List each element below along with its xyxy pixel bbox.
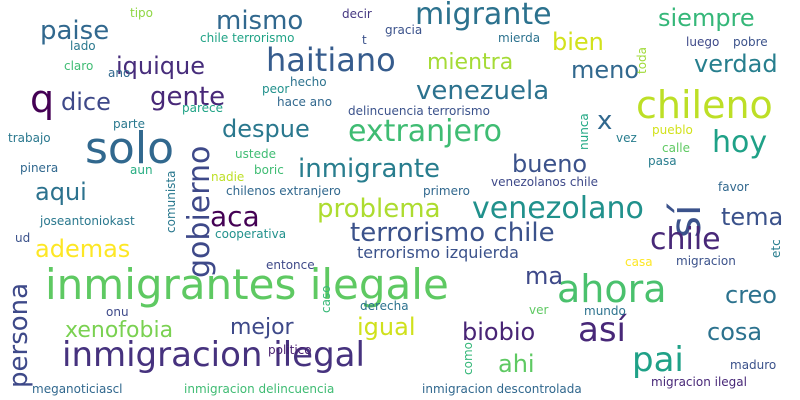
word: nadie — [211, 170, 245, 184]
word: mierda — [498, 31, 541, 45]
word: toda — [635, 46, 649, 74]
word: bien — [552, 28, 604, 56]
word: mundo — [584, 304, 626, 318]
word: solo — [85, 123, 174, 174]
word: tipo — [130, 6, 153, 20]
word: hecho — [290, 75, 327, 89]
word: pinera — [20, 161, 59, 175]
word: aun — [130, 163, 153, 177]
word: meganoticiascl — [32, 382, 123, 396]
word: ver — [529, 303, 549, 317]
word: calle — [662, 141, 691, 155]
word: mejor — [230, 315, 294, 340]
word: luego — [686, 35, 720, 49]
word: etc — [769, 239, 783, 258]
word: ustede — [235, 147, 276, 161]
word: persona — [4, 282, 34, 388]
word: aqui — [35, 178, 87, 206]
word: derecha — [360, 299, 409, 313]
word: gracia — [385, 23, 423, 37]
word: creo — [725, 281, 777, 309]
word: entonce — [266, 258, 315, 272]
word: inmigracion ilegal — [62, 335, 365, 375]
word: inmigracion delincuencia — [184, 382, 335, 396]
word: chilenos extranjero — [226, 184, 341, 198]
word: terrorismo chile — [350, 218, 555, 248]
word: cosa — [707, 318, 763, 346]
word: pai — [632, 340, 684, 380]
word: terrorismo izquierda — [357, 243, 519, 262]
word: peor — [262, 82, 290, 96]
word: paise — [40, 16, 110, 46]
word: haitiano — [266, 41, 396, 79]
word: aca — [210, 200, 260, 233]
word: politico — [268, 343, 312, 357]
word: ademas — [35, 235, 131, 263]
word: joseantoniokast — [40, 214, 135, 228]
word: migracion ilegal — [651, 375, 747, 389]
word: lado — [70, 39, 96, 53]
word: ahi — [498, 350, 535, 378]
word: así — [578, 310, 626, 350]
word: delincuencia terrorismo — [348, 104, 490, 118]
word: ma — [525, 262, 564, 290]
word: dice — [61, 88, 111, 116]
word: inmigrantes ilegale — [45, 260, 449, 309]
word: inmigracion descontrolada — [422, 382, 582, 396]
word: cooperativa — [215, 227, 287, 241]
word: boric — [254, 163, 284, 177]
word: chile terrorismo — [200, 31, 295, 45]
word: xenofobia — [65, 318, 174, 343]
word: decir — [342, 7, 372, 21]
word: favor — [718, 180, 749, 194]
word: venezolano — [472, 191, 644, 226]
word: mientra — [427, 50, 514, 75]
word: nunca — [577, 113, 591, 150]
word: problema — [317, 194, 441, 224]
word: x — [597, 106, 613, 136]
word: venezuela — [416, 76, 550, 106]
word: casa — [625, 255, 653, 269]
word: pueblo — [652, 123, 693, 137]
word: ud — [15, 231, 31, 245]
word: siempre — [658, 4, 755, 32]
word: hace ano — [277, 95, 333, 109]
word: primero — [423, 184, 470, 198]
word: chileno — [636, 83, 773, 127]
word: venezolanos chile — [491, 175, 599, 189]
word: comunista — [164, 170, 178, 233]
word: inmigrante — [298, 154, 441, 184]
word: caso — [319, 285, 333, 313]
word: t — [362, 33, 367, 47]
word: trabajo — [8, 131, 51, 145]
word: ano — [108, 66, 131, 80]
word: ahora — [557, 267, 667, 311]
word: migrante — [415, 0, 552, 32]
word: pobre — [733, 35, 768, 49]
word: pasa — [648, 154, 677, 168]
word: biobio — [462, 318, 536, 346]
word: parte — [113, 117, 145, 131]
word: hoy — [712, 125, 768, 160]
word: iquique — [116, 52, 205, 80]
word: chile — [650, 222, 721, 257]
word: vez — [616, 131, 637, 145]
word: q — [30, 77, 55, 121]
word: migracion — [676, 254, 736, 268]
word: como — [461, 342, 475, 375]
word: bueno — [512, 150, 588, 178]
word: maduro — [730, 358, 777, 372]
word: gente — [150, 82, 226, 112]
word: verdad — [694, 50, 778, 78]
word: despue — [222, 115, 310, 143]
word: igual — [357, 313, 416, 341]
word: tema — [721, 203, 784, 231]
word: claro — [64, 59, 94, 73]
word: onu — [106, 305, 129, 319]
word: mismo — [216, 6, 304, 36]
word: meno — [571, 56, 640, 84]
word: parece — [182, 101, 224, 115]
word: extranjero — [348, 114, 502, 149]
